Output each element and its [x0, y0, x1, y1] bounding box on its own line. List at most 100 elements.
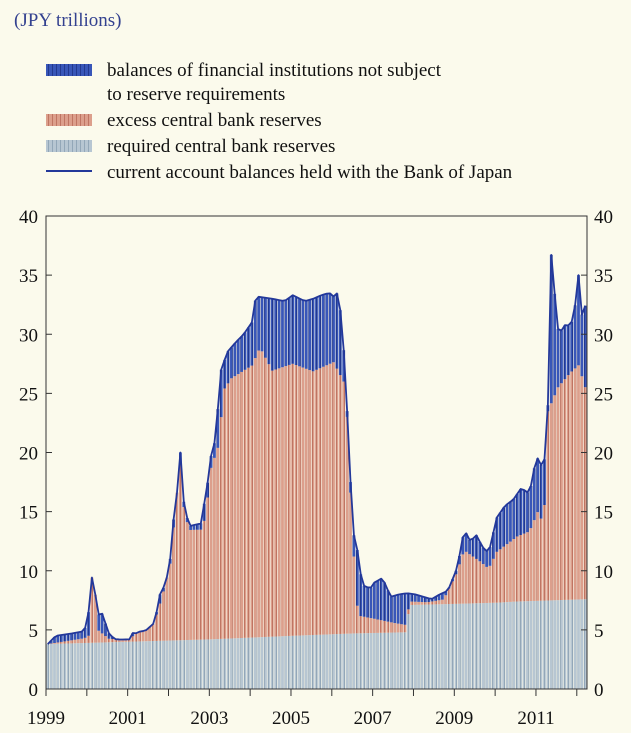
- bar-non-subject-balances: [219, 369, 223, 418]
- y-tick-label-left: 35: [19, 266, 38, 287]
- bar-required-reserves: [366, 633, 369, 689]
- bar-excess-reserves: [291, 363, 295, 636]
- bar-non-subject-balances: [66, 634, 70, 641]
- bar-excess-reserves: [577, 365, 580, 600]
- legend-label-non-subject-line1: balances of financial institutions not s…: [107, 60, 442, 81]
- bar-non-subject-balances: [298, 298, 301, 367]
- line-current-account-balances: [47, 253, 587, 645]
- bar-excess-reserves: [172, 527, 175, 641]
- bar-non-subject-balances: [437, 594, 441, 601]
- bar-excess-reserves: [498, 549, 502, 603]
- bar-required-reserves: [127, 641, 131, 689]
- bar-excess-reserves: [355, 605, 359, 634]
- bar-non-subject-balances: [332, 296, 335, 363]
- bar-excess-reserves: [304, 368, 308, 636]
- bar-excess-reserves: [311, 371, 315, 635]
- bar-required-reserves: [546, 600, 550, 689]
- bar-non-subject-balances: [502, 507, 506, 547]
- y-tick-label-left: 5: [29, 621, 39, 642]
- bar-non-subject-balances: [505, 504, 509, 545]
- bar-required-reserves: [573, 599, 577, 689]
- bar-excess-reserves: [427, 601, 431, 605]
- bar-excess-reserves: [144, 629, 148, 642]
- bar-excess-reserves: [441, 599, 444, 605]
- bar-required-reserves: [481, 603, 485, 689]
- bar-excess-reserves: [458, 564, 461, 604]
- bar-non-subject-balances: [400, 594, 403, 625]
- bar-excess-reserves: [366, 617, 369, 634]
- bar-excess-reserves: [338, 375, 342, 634]
- bar-non-subject-balances: [199, 523, 203, 530]
- bar-required-reserves: [59, 643, 63, 689]
- bar-required-reserves: [182, 640, 186, 689]
- bar-excess-reserves: [264, 357, 267, 637]
- bar-required-reserves: [281, 636, 284, 689]
- bar-required-reserves: [158, 640, 162, 689]
- bar-excess-reserves: [536, 512, 540, 601]
- y-tick-label-right: 0: [594, 680, 604, 701]
- bar-excess-reserves: [529, 528, 533, 602]
- bar-excess-reserves: [396, 623, 400, 633]
- bar-excess-reserves: [90, 577, 94, 643]
- bar-excess-reserves: [444, 595, 448, 605]
- bar-excess-reserves: [124, 639, 128, 642]
- bar-required-reserves: [155, 640, 158, 689]
- bar-excess-reserves: [158, 603, 162, 641]
- bar-excess-reserves: [372, 618, 376, 633]
- bar-required-reserves: [441, 604, 444, 689]
- legend-swatch-required: [46, 140, 92, 152]
- bar-required-reserves: [151, 641, 155, 689]
- bar-excess-reserves: [196, 529, 199, 640]
- bar-non-subject-balances: [379, 578, 383, 621]
- bar-excess-reserves: [519, 535, 523, 602]
- bar-excess-reserves: [185, 522, 189, 641]
- bar-excess-reserves: [573, 368, 577, 600]
- y-tick-label-left: 20: [19, 444, 38, 465]
- bar-excess-reserves: [223, 388, 227, 639]
- bar-excess-reserves: [423, 602, 427, 605]
- bar-non-subject-balances: [529, 486, 533, 529]
- bar-excess-reserves: [298, 366, 301, 636]
- bar-required-reserves: [104, 642, 107, 689]
- bar-non-subject-balances: [560, 330, 563, 384]
- bar-excess-reserves: [379, 620, 383, 633]
- bar-required-reserves: [141, 641, 145, 689]
- bar-required-reserves: [168, 640, 172, 689]
- bar-required-reserves: [423, 604, 427, 689]
- bar-required-reserves: [117, 642, 121, 689]
- bar-required-reserves: [406, 614, 410, 689]
- bar-required-reserves: [342, 633, 346, 689]
- bar-required-reserves: [325, 634, 329, 689]
- bar-non-subject-balances: [76, 632, 80, 640]
- bar-excess-reserves: [556, 387, 560, 601]
- bar-required-reserves: [192, 639, 196, 689]
- bar-excess-reserves: [328, 363, 332, 635]
- bar-excess-reserves: [478, 561, 482, 604]
- bar-required-reserves: [539, 600, 543, 689]
- bar-required-reserves: [318, 634, 322, 689]
- bar-required-reserves: [468, 603, 472, 689]
- bar-required-reserves: [80, 643, 84, 689]
- bar-non-subject-balances: [481, 547, 485, 565]
- bar-required-reserves: [430, 604, 434, 689]
- bar-non-subject-balances: [338, 310, 342, 376]
- bar-excess-reserves: [539, 518, 543, 601]
- bar-excess-reserves: [240, 371, 244, 638]
- bar-excess-reserves: [281, 367, 284, 637]
- bar-excess-reserves: [342, 381, 346, 634]
- bar-excess-reserves: [570, 371, 574, 600]
- y-tick-label-left: 10: [19, 562, 38, 583]
- bar-excess-reserves: [468, 554, 472, 604]
- bar-required-reserves: [461, 603, 465, 689]
- bar-non-subject-balances: [352, 535, 356, 557]
- bar-non-subject-balances: [257, 296, 261, 351]
- bar-required-reserves: [383, 632, 386, 689]
- bar-required-reserves: [53, 643, 56, 689]
- bar-required-reserves: [107, 642, 111, 689]
- bar-excess-reserves: [53, 642, 56, 644]
- bar-excess-reserves: [502, 546, 506, 603]
- bar-non-subject-balances: [206, 482, 210, 498]
- bar-required-reserves: [291, 635, 295, 689]
- bar-required-reserves: [400, 632, 403, 689]
